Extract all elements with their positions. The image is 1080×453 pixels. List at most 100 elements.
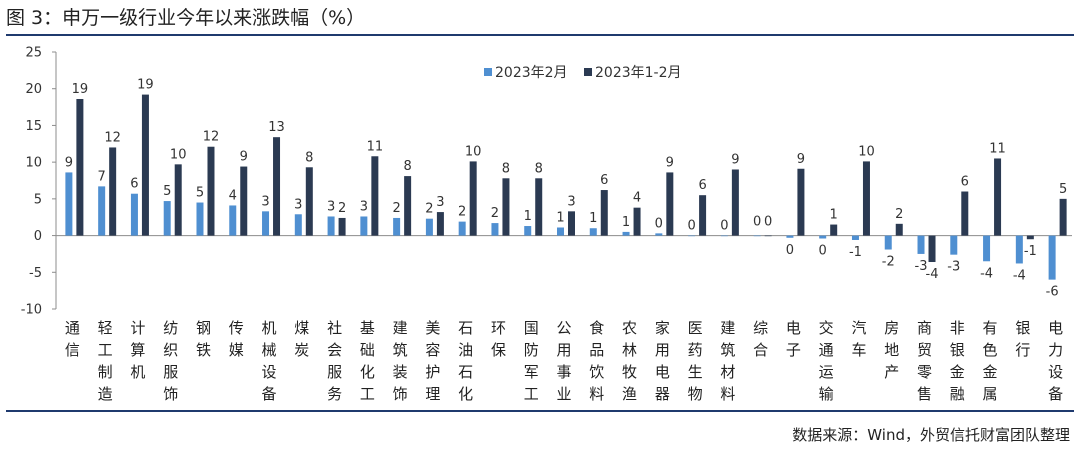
category-char: 石 [458, 363, 473, 381]
y-tick-label: 15 [25, 119, 42, 134]
bar-feb [229, 205, 237, 236]
category-label: 机械设备 [262, 319, 277, 403]
bar-feb [589, 228, 597, 236]
category-char: 化 [360, 363, 375, 381]
category-char: 银 [1015, 319, 1030, 337]
data-label: 8 [403, 159, 411, 174]
category-label: 食品饮料 [589, 319, 604, 403]
category-char: 石 [458, 319, 473, 337]
category-char: 料 [720, 385, 735, 403]
category-char: 工 [98, 341, 113, 359]
category-char: 饰 [163, 385, 178, 403]
category-label: 传媒 [229, 319, 244, 359]
data-label: -1 [849, 245, 862, 260]
data-label: -3 [915, 259, 928, 274]
data-label: 2 [491, 206, 499, 221]
data-label: 3 [294, 197, 302, 212]
bar-feb [786, 235, 794, 238]
bar-feb [720, 235, 728, 237]
bar-jan-feb [76, 98, 84, 236]
category-char: 用 [556, 341, 571, 359]
category-char: 林 [622, 341, 637, 359]
bar-jan-feb [1059, 198, 1067, 236]
bar-feb [491, 223, 499, 236]
data-label: 3 [436, 195, 444, 210]
bar-feb [458, 221, 466, 236]
data-label: 0 [753, 215, 761, 230]
category-char: 牧 [622, 363, 637, 381]
category-char: 饰 [393, 385, 408, 403]
category-labels: 通信轻工制造计算机纺织服饰钢铁传媒机械设备煤炭社会服务基础化工建筑装饰美容护理石… [65, 319, 1063, 403]
category-char: 制 [98, 363, 113, 381]
category-char: 电 [1048, 319, 1063, 337]
data-label: 19 [137, 78, 154, 93]
data-label: 12 [203, 130, 220, 145]
data-label: 6 [130, 177, 138, 192]
category-char: 纺 [163, 319, 178, 337]
category-char: 售 [917, 385, 932, 403]
category-label: 电子 [786, 319, 801, 359]
category-char: 子 [786, 341, 801, 359]
category-char: 计 [130, 319, 145, 337]
category-char: 食 [589, 319, 604, 337]
category-char: 商 [917, 319, 932, 337]
category-char: 电 [786, 319, 801, 337]
legend-label: 2023年1-2月 [595, 65, 682, 81]
y-tick-label: 25 [25, 46, 42, 61]
category-char: 国 [524, 319, 539, 337]
category-char: 融 [950, 385, 965, 403]
data-label: 7 [98, 169, 106, 184]
category-char: 生 [688, 363, 703, 381]
bar-jan-feb [535, 178, 543, 236]
category-char: 会 [327, 341, 342, 359]
source-rule [6, 410, 1074, 412]
category-char: 织 [163, 341, 178, 359]
category-char: 交 [819, 319, 834, 337]
data-label: 0 [687, 219, 695, 234]
category-label: 计算机 [130, 319, 145, 381]
category-label: 银行 [1015, 319, 1030, 359]
category-label: 环保 [491, 319, 506, 359]
data-label: 11 [367, 139, 384, 154]
category-char: 服 [327, 363, 342, 381]
bar-jan-feb [502, 178, 510, 236]
data-label: 3 [360, 199, 368, 214]
data-label: 9 [797, 152, 805, 167]
bar-feb [655, 233, 663, 236]
category-char: 钢 [196, 319, 211, 337]
data-label: -4 [926, 267, 939, 282]
category-char: 煤 [294, 319, 309, 337]
category-char: 容 [425, 341, 440, 359]
category-char: 业 [556, 385, 571, 403]
category-char: 行 [1015, 341, 1030, 359]
data-label: -3 [947, 260, 960, 275]
category-char: 信 [65, 341, 80, 359]
title-rule [6, 34, 1074, 36]
bar-jan-feb [731, 169, 739, 236]
category-label: 轻工制造 [98, 319, 113, 403]
category-char: 媒 [229, 341, 244, 359]
category-char: 金 [983, 363, 998, 381]
category-char: 农 [622, 319, 637, 337]
legend-label: 2023年2月 [495, 65, 568, 81]
category-label: 有色金属 [983, 319, 998, 403]
data-label: 0 [764, 215, 772, 230]
category-char: 输 [819, 385, 834, 403]
bar-jan-feb [895, 223, 903, 236]
data-label: 6 [961, 175, 969, 190]
bar-jan-feb [371, 156, 379, 236]
bar-feb [688, 235, 696, 237]
data-label: 5 [163, 184, 171, 199]
category-char: 通 [65, 319, 80, 337]
category-label: 钢铁 [196, 319, 211, 359]
bar-feb [819, 235, 827, 239]
data-label: 19 [72, 82, 89, 97]
category-label: 通信 [65, 319, 80, 359]
data-label: 2 [458, 205, 466, 220]
legend: 2023年2月 2023年1-2月 [484, 65, 682, 81]
bar-jan-feb [174, 164, 182, 236]
data-labels: 97 6 5 5 4 3 3 3 3 2 2 2 2 1 1 1 1 0 0 0 00 0 -1-2 -3 -3 -4 -4-619… [65, 78, 1068, 300]
bar-feb [622, 231, 630, 236]
bar-feb [425, 218, 433, 236]
